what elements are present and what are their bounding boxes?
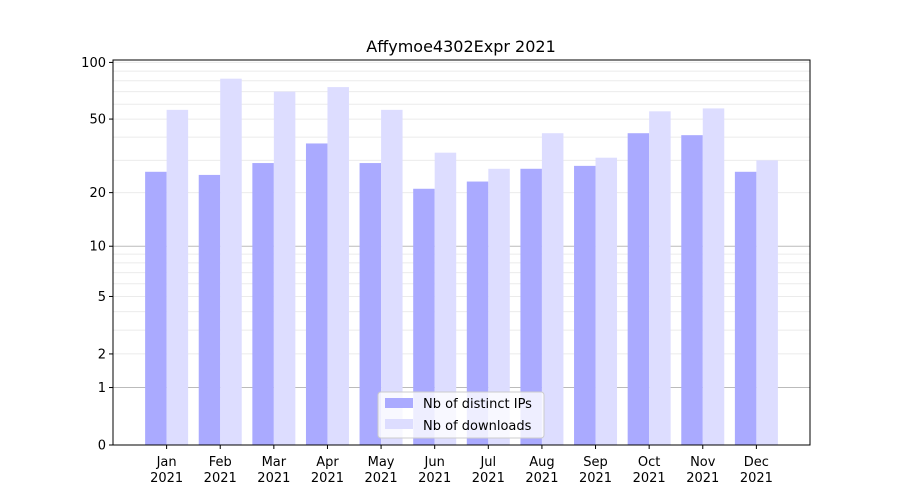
bar-ips-aug [520, 168, 542, 445]
y-tick-label: 10 [89, 240, 106, 255]
bar-downloads-jul [488, 168, 510, 445]
legend-label-ips: Nb of distinct IPs [423, 397, 532, 412]
x-tick-label-year: 2021 [740, 471, 773, 486]
bar-ips-oct [627, 133, 650, 445]
x-tick-label-year: 2021 [686, 471, 719, 486]
legend-label-downloads: Nb of downloads [423, 419, 532, 434]
x-tick-label-month: May [368, 455, 395, 470]
x-tick-label-month: Mar [262, 455, 287, 470]
x-tick-label-year: 2021 [418, 471, 451, 486]
x-tick-label-year: 2021 [633, 471, 666, 486]
x-axis: Jan2021Feb2021Mar2021Apr2021May2021Jun20… [150, 445, 773, 486]
x-tick-label-month: Jul [479, 455, 496, 470]
legend-swatch-ips [385, 398, 413, 408]
y-tick-label: 5 [98, 290, 106, 305]
legend-swatch-downloads [385, 419, 413, 429]
y-tick-label: 100 [81, 56, 106, 71]
bar-ips-mar [252, 163, 274, 445]
legend-box [377, 391, 545, 439]
y-axis: 0 1 2 5 10 20 50 100 [81, 56, 113, 454]
bar-ips-jun [413, 188, 435, 445]
bar-ips-sep [574, 165, 596, 446]
x-tick-label-month: Dec [744, 455, 769, 470]
x-tick-label-month: Sep [583, 455, 608, 470]
bars [145, 78, 778, 446]
x-tick-label-month: Aug [529, 455, 554, 470]
x-tick-label-month: Jan [156, 455, 177, 470]
bar-ips-feb [198, 174, 221, 445]
chart-title: Affymoe4302Expr 2021 [366, 37, 556, 56]
bar-ips-jul [466, 181, 489, 445]
x-tick-label-month: Nov [690, 455, 716, 470]
bar-downloads-jan [166, 109, 189, 446]
x-tick-label-year: 2021 [525, 471, 558, 486]
x-tick-label-month: Apr [316, 455, 339, 470]
bar-downloads-nov [702, 108, 725, 445]
bar-downloads-feb [220, 78, 242, 446]
bar-downloads-sep [595, 157, 618, 445]
bar-downloads-apr [327, 87, 349, 446]
bar-downloads-oct [649, 111, 671, 446]
y-tick-label: 2 [98, 347, 106, 362]
x-tick-label-year: 2021 [204, 471, 237, 486]
y-tick-label: 0 [98, 439, 106, 454]
x-tick-label-month: Oct [638, 455, 660, 470]
bar-ips-may [359, 163, 382, 445]
bar-ips-jan [145, 171, 167, 446]
x-tick-label-year: 2021 [150, 471, 183, 486]
x-tick-label-year: 2021 [472, 471, 505, 486]
x-tick-label-year: 2021 [311, 471, 344, 486]
x-tick-label-month: Feb [209, 455, 232, 470]
bar-ips-nov [681, 135, 703, 446]
x-tick-label-year: 2021 [257, 471, 290, 486]
bar-downloads-aug [541, 133, 564, 445]
legend: Nb of distinct IPs Nb of downloads [377, 391, 545, 439]
plot-area-frame [112, 59, 811, 446]
y-tick-label: 1 [98, 381, 106, 396]
bar-ips-dec [734, 171, 757, 446]
bar-downloads-mar [273, 91, 296, 445]
y-tick-label: 20 [89, 186, 106, 201]
bar-ips-apr [305, 143, 328, 445]
bar-downloads-dec [756, 160, 778, 445]
x-tick-label-month: Jun [424, 455, 445, 470]
y-tick-label: 50 [89, 113, 106, 128]
x-tick-label-year: 2021 [365, 471, 398, 486]
bar-downloads-jun [434, 152, 457, 445]
bar-downloads-may [381, 109, 403, 446]
x-tick-label-year: 2021 [579, 471, 612, 486]
